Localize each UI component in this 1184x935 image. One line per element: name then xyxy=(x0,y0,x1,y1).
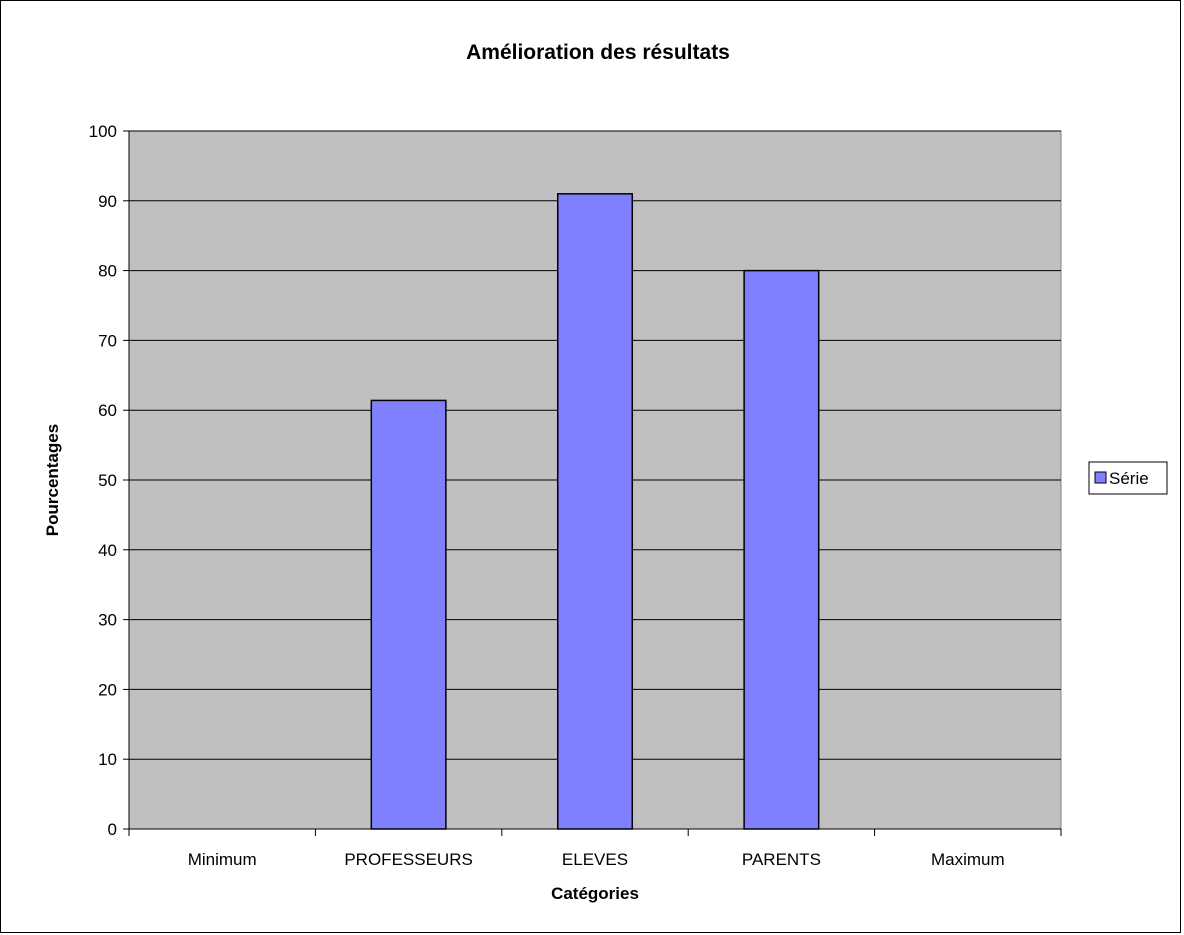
bar xyxy=(743,269,820,830)
y-tick-label: 30 xyxy=(98,611,117,630)
axes xyxy=(123,130,1062,836)
y-tick-labels: 0 10 20 30 40 50 60 70 80 90 100 xyxy=(89,122,117,839)
legend: Série xyxy=(1088,461,1168,495)
bar xyxy=(556,193,634,830)
legend-label: Série xyxy=(1109,469,1149,488)
x-tick-label: Maximum xyxy=(931,850,1005,869)
bar xyxy=(370,399,447,830)
x-tick-label: Minimum xyxy=(188,850,257,869)
y-tick-label: 100 xyxy=(89,122,117,141)
y-tick-label: 20 xyxy=(98,680,117,699)
x-tick-label: PARENTS xyxy=(742,850,821,869)
y-tick-label: 70 xyxy=(98,331,117,350)
chart-title: Amélioration des résultats xyxy=(466,41,730,64)
y-tick-label: 50 xyxy=(98,471,117,490)
x-tick-label: PROFESSEURS xyxy=(344,850,472,869)
y-tick-label: 0 xyxy=(108,820,117,839)
y-tick-label: 10 xyxy=(98,750,117,769)
x-axis-title: Catégories xyxy=(551,884,639,903)
y-tick-label: 80 xyxy=(98,262,117,281)
y-tick-label: 60 xyxy=(98,401,117,420)
y-tick-label: 40 xyxy=(98,541,117,560)
y-tick-label: 90 xyxy=(98,192,117,211)
x-tick-label: ELEVES xyxy=(562,850,628,869)
x-tick-labels: Minimum PROFESSEURS ELEVES PARENTS Maximum xyxy=(188,850,1005,869)
y-axis-title: Pourcentages xyxy=(43,424,62,536)
legend-swatch xyxy=(1094,471,1107,484)
